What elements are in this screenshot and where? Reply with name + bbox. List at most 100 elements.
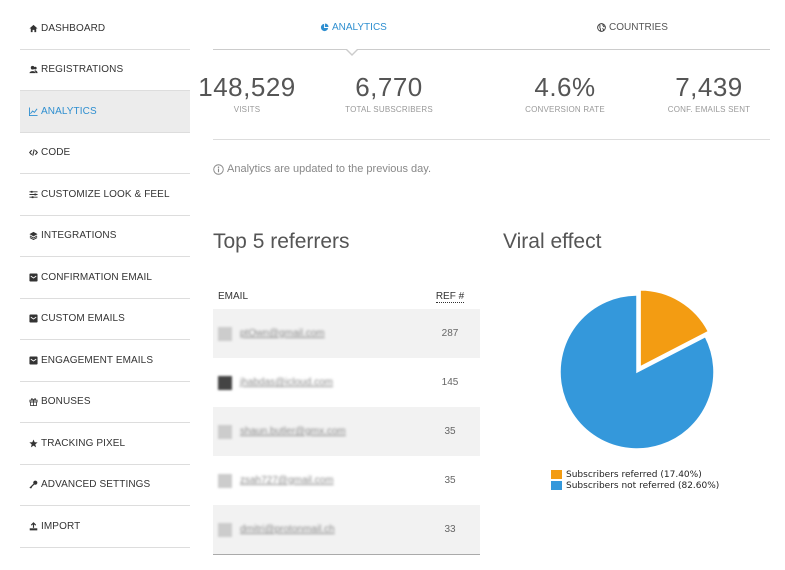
referrer-email[interactable]: jhabdas@icloud.com — [240, 377, 333, 388]
stat-label: TOTAL SUBSCRIBERS — [345, 105, 433, 114]
sidebar-item-label: TRACKING PIXEL — [41, 437, 126, 449]
sidebar-item-label: CODE — [41, 147, 71, 159]
sidebar-item-advanced-settings[interactable]: ADVANCED SETTINGS — [20, 465, 190, 506]
sidebar-item-engagement-emails[interactable]: ENGAGEMENT EMAILS — [20, 340, 190, 382]
referrer-email[interactable]: ptOwn@gmail.com — [240, 328, 325, 339]
sidebar-item-custom-emails[interactable]: CUSTOM EMAILS — [20, 299, 190, 340]
tab-countries[interactable]: COUNTRIES — [597, 22, 668, 33]
tab-active-indicator — [346, 49, 358, 56]
stat-label: VISITS — [233, 105, 261, 114]
stat-conversion-rate: 4.6% CONVERSION RATE — [495, 72, 635, 114]
avatar — [218, 375, 232, 390]
gift-icon — [27, 397, 39, 407]
stat-label: CONVERSION RATE — [525, 105, 605, 114]
key-icon — [27, 480, 39, 490]
referrer-count: 145 — [441, 377, 459, 388]
sidebar-item-label: IMPORT — [41, 520, 81, 532]
sidebar-item-code[interactable]: CODE — [20, 133, 190, 174]
sidebar-item-registrations[interactable]: REGISTRATIONS — [20, 50, 190, 91]
stat-value: 4.6% — [534, 72, 596, 102]
referrers-table: EMAIL REF # ptOwn@gmail.com 287 jhabdas@… — [213, 283, 480, 555]
col-email-header: EMAIL — [218, 290, 249, 302]
sidebar: DASHBOARD REGISTRATIONS ANALYTICS CODE C… — [20, 8, 190, 548]
stat-label: CONF. EMAILS SENT — [667, 105, 751, 114]
users-icon — [27, 65, 39, 75]
sidebar-item-analytics[interactable]: ANALYTICS — [20, 91, 190, 133]
analytics-notice: Analytics are updated to the previous da… — [213, 163, 431, 175]
viral-title: Viral effect — [503, 230, 602, 253]
table-header: EMAIL REF # — [213, 283, 480, 309]
sidebar-item-label: BONUSES — [41, 396, 91, 408]
referrer-email[interactable]: dmitri@protonmail.ch — [240, 524, 335, 535]
info-icon — [213, 163, 224, 175]
tab-countries-label: COUNTRIES — [609, 22, 668, 33]
viral-pie-chart — [559, 289, 715, 450]
table-row: dmitri@protonmail.ch 33 — [213, 505, 480, 554]
table-row: ptOwn@gmail.com 287 — [213, 309, 480, 358]
pie-slice-1[interactable] — [559, 294, 715, 450]
stat-total-subscribers: 6,770 TOTAL SUBSCRIBERS — [319, 72, 459, 114]
stat-value: 148,529 — [198, 72, 296, 102]
notice-text: Analytics are updated to the previous da… — [227, 163, 432, 175]
legend-swatch — [551, 470, 562, 479]
referrers-title: Top 5 referrers — [213, 230, 350, 253]
sidebar-item-confirmation-email[interactable]: CONFIRMATION EMAIL — [20, 257, 190, 299]
sidebar-item-label: CUSTOM EMAILS — [41, 313, 125, 325]
sidebar-item-label: CUSTOMIZE LOOK & FEEL — [41, 188, 170, 200]
sidebar-item-label: REGISTRATIONS — [41, 64, 124, 76]
referrer-count: 35 — [444, 426, 456, 437]
avatar — [218, 522, 232, 537]
sidebar-item-integrations[interactable]: INTEGRATIONS — [20, 216, 190, 257]
sidebar-item-label: CONFIRMATION EMAIL — [41, 271, 153, 283]
envelope-icon — [27, 355, 39, 365]
sidebar-item-bonuses[interactable]: BONUSES — [20, 382, 190, 423]
sidebar-item-label: ADVANCED SETTINGS — [41, 479, 151, 491]
referrer-count: 33 — [444, 524, 456, 535]
sliders-icon — [27, 189, 39, 199]
sidebar-item-import[interactable]: IMPORT — [20, 506, 190, 548]
referrer-count: 287 — [441, 328, 459, 339]
referrer-email[interactable]: zsah727@gmail.com — [240, 475, 334, 486]
chart-icon — [27, 106, 39, 116]
globe-icon — [597, 23, 606, 32]
legend-swatch — [551, 481, 562, 490]
pie-legend: Subscribers referred (17.40%) Subscriber… — [551, 469, 719, 491]
legend-item-referred: Subscribers referred (17.40%) — [551, 469, 719, 480]
stat-conf-emails-sent: 7,439 CONF. EMAILS SENT — [639, 72, 779, 114]
envelope-icon — [27, 272, 39, 282]
code-icon — [27, 148, 39, 158]
tab-bar: ANALYTICS COUNTRIES — [213, 8, 770, 56]
col-ref-label: REF # — [435, 290, 465, 303]
sidebar-item-label: INTEGRATIONS — [41, 230, 117, 242]
table-footer-line — [213, 554, 480, 555]
sidebar-item-customize[interactable]: CUSTOMIZE LOOK & FEEL — [20, 174, 190, 216]
avatar — [218, 424, 232, 439]
home-icon — [27, 23, 39, 33]
stat-visits: 148,529 VISITS — [177, 72, 317, 114]
table-body: ptOwn@gmail.com 287 jhabdas@icloud.com 1… — [213, 309, 480, 554]
sidebar-item-label: ENGAGEMENT EMAILS — [41, 354, 154, 366]
upload-icon — [27, 521, 39, 531]
sidebar-item-label: ANALYTICS — [41, 105, 97, 117]
avatar — [218, 326, 232, 341]
table-row: shaun.butler@gmx.com 35 — [213, 407, 480, 456]
legend-item-not-referred: Subscribers not referred (82.60%) — [551, 480, 719, 491]
sidebar-item-dashboard[interactable]: DASHBOARD — [20, 8, 190, 50]
pie-chart-icon — [320, 23, 329, 32]
tab-analytics-label: ANALYTICS — [332, 22, 387, 33]
stats-row: 148,529 VISITS 6,770 TOTAL SUBSCRIBERS 4… — [198, 72, 770, 140]
envelope-icon — [27, 314, 39, 324]
avatar — [218, 473, 232, 488]
referrer-count: 35 — [444, 475, 456, 486]
table-row: jhabdas@icloud.com 145 — [213, 358, 480, 407]
stat-value: 6,770 — [355, 72, 423, 102]
tab-analytics[interactable]: ANALYTICS — [320, 22, 387, 33]
pie-slice-0[interactable] — [639, 289, 710, 369]
star-icon — [27, 438, 39, 448]
col-ref-header[interactable]: REF # — [420, 290, 480, 303]
stat-value: 7,439 — [675, 72, 743, 102]
referrer-email[interactable]: shaun.butler@gmx.com — [240, 426, 346, 437]
sidebar-item-label: DASHBOARD — [41, 22, 106, 34]
sidebar-item-tracking-pixel[interactable]: TRACKING PIXEL — [20, 423, 190, 465]
legend-label: Subscribers not referred (82.60%) — [566, 480, 720, 491]
